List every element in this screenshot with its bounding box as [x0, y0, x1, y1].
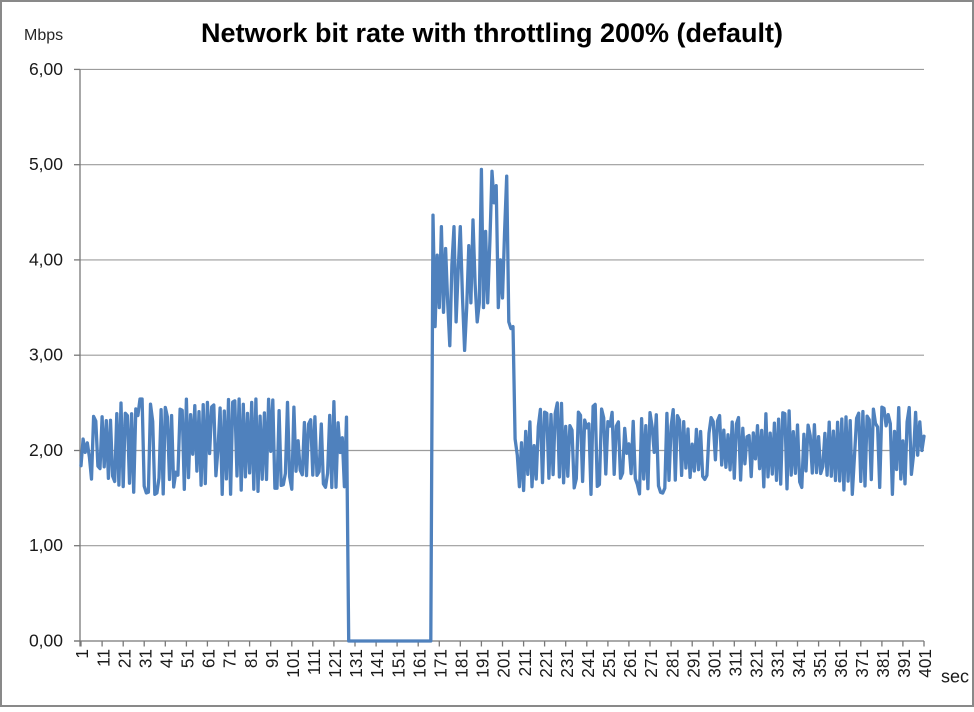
svg-text:271: 271	[641, 649, 661, 678]
svg-text:21: 21	[114, 649, 134, 668]
svg-text:161: 161	[409, 649, 429, 678]
svg-text:341: 341	[789, 649, 809, 678]
svg-text:301: 301	[705, 649, 725, 678]
svg-text:91: 91	[262, 649, 282, 668]
svg-text:81: 81	[241, 649, 261, 668]
svg-text:Mbps: Mbps	[24, 27, 63, 44]
svg-text:391: 391	[894, 649, 914, 678]
svg-text:121: 121	[325, 649, 345, 678]
svg-text:201: 201	[494, 649, 514, 678]
svg-text:371: 371	[852, 649, 872, 678]
svg-text:51: 51	[178, 649, 198, 668]
svg-text:111: 111	[304, 649, 324, 675]
svg-text:251: 251	[599, 649, 619, 678]
svg-text:191: 191	[473, 649, 493, 678]
svg-text:41: 41	[157, 649, 177, 668]
svg-text:281: 281	[662, 649, 682, 678]
svg-text:181: 181	[452, 649, 472, 678]
svg-text:361: 361	[831, 649, 851, 678]
svg-text:11: 11	[93, 649, 113, 667]
svg-text:1: 1	[72, 649, 92, 659]
svg-text:291: 291	[683, 649, 703, 678]
svg-text:141: 141	[367, 649, 387, 678]
svg-text:5,00: 5,00	[29, 154, 63, 174]
svg-text:321: 321	[747, 649, 767, 678]
svg-text:351: 351	[810, 649, 830, 678]
svg-text:381: 381	[873, 649, 893, 678]
svg-text:71: 71	[220, 649, 240, 668]
svg-text:401: 401	[915, 649, 935, 678]
svg-text:231: 231	[557, 649, 577, 678]
svg-text:1,00: 1,00	[29, 535, 63, 555]
svg-text:3,00: 3,00	[29, 345, 63, 365]
svg-text:6,00: 6,00	[29, 59, 63, 79]
svg-text:221: 221	[536, 649, 556, 678]
svg-text:2,00: 2,00	[29, 440, 63, 460]
svg-text:0,00: 0,00	[29, 631, 63, 651]
svg-text:61: 61	[199, 649, 219, 668]
svg-text:sec: sec	[941, 667, 969, 687]
svg-text:Network bit rate with throttli: Network bit rate with throttling 200% (d…	[201, 18, 783, 48]
svg-text:171: 171	[431, 649, 451, 678]
svg-text:4,00: 4,00	[29, 249, 63, 269]
svg-text:211: 211	[515, 649, 535, 676]
svg-text:131: 131	[346, 649, 366, 678]
svg-text:31: 31	[135, 649, 155, 668]
svg-text:101: 101	[283, 649, 303, 678]
svg-text:151: 151	[388, 649, 408, 678]
svg-text:311: 311	[726, 649, 746, 676]
svg-text:241: 241	[578, 649, 598, 678]
svg-text:331: 331	[768, 649, 788, 678]
svg-text:261: 261	[620, 649, 640, 678]
